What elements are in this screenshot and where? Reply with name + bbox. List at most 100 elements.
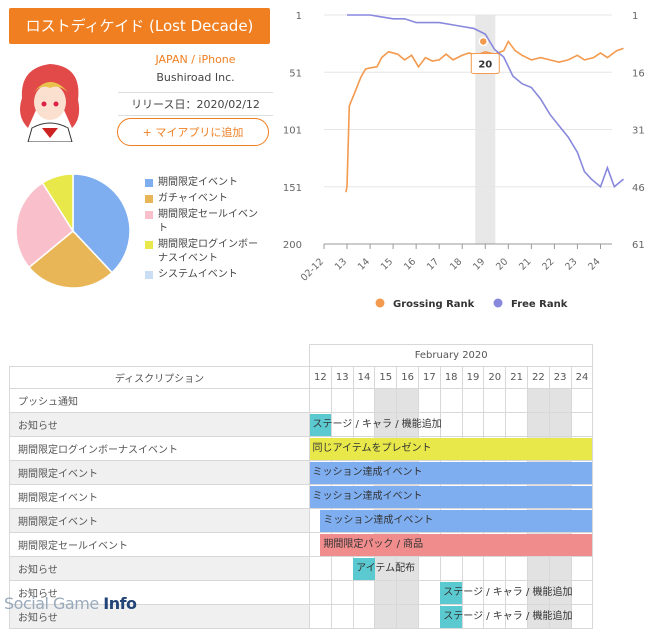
day-header: 20 (483, 366, 507, 389)
day-header: 23 (548, 366, 572, 389)
day-header: 24 (570, 366, 594, 389)
tooltip-box (470, 52, 500, 74)
publisher-label: Bushiroad Inc. (156, 71, 235, 84)
day-cell (548, 556, 572, 581)
x-tick-label: 19 (471, 256, 487, 272)
right-tick-label: 1 (632, 11, 638, 22)
day-cell (526, 604, 550, 629)
watermark: Social Game Info (4, 594, 137, 613)
platform-label[interactable]: JAPAN / iPhone (155, 53, 236, 66)
event-bar[interactable]: ミッション達成イベント (320, 509, 592, 532)
event-bar[interactable]: ステージ / キャラ / 機能追加 (440, 581, 573, 604)
schedule-row: プッシュ通知 (9, 388, 594, 413)
description-header: ディスクリプション (9, 366, 310, 389)
day-cell (417, 604, 441, 629)
day-cell (483, 388, 507, 413)
app-title-banner[interactable]: ロストディケイド (Lost Decade) (9, 8, 270, 44)
day-cell (483, 556, 507, 581)
day-cell (483, 412, 507, 437)
day-cell (570, 580, 594, 605)
event-bar[interactable]: 同じアイテムをプレゼント (309, 437, 592, 460)
event-bar[interactable]: アイテム配布 (353, 557, 415, 580)
day-cell (330, 388, 354, 413)
series-line-free-rank[interactable] (347, 14, 625, 189)
day-cell (417, 580, 441, 605)
pie-slice[interactable] (72, 173, 131, 274)
pie-legend-item[interactable]: 期間限定イベント (145, 176, 265, 190)
day-cell (461, 388, 485, 413)
row-description: 期間限定ログインボーナスイベント (9, 436, 310, 461)
row-description: お知らせ (9, 556, 310, 581)
day-header: 21 (505, 366, 528, 389)
schedule-row: お知らせ (9, 556, 594, 581)
pie-slice[interactable] (15, 181, 74, 269)
chart-legend-marker[interactable] (375, 298, 385, 308)
event-bar[interactable]: ミッション達成イベント (309, 485, 592, 508)
day-header: 12 (309, 366, 332, 389)
day-cell (374, 388, 398, 413)
legend-swatch (145, 211, 153, 219)
x-tick-label: 20 (494, 256, 510, 272)
day-cell (483, 580, 507, 605)
day-header: 22 (526, 366, 550, 389)
day-cell (570, 388, 594, 413)
app-icon-avatar (12, 58, 88, 142)
row-description: プッシュ通知 (9, 388, 310, 413)
day-cell (505, 556, 528, 581)
x-tick-label: 13 (333, 256, 349, 272)
event-bar[interactable]: ミッション達成イベント (309, 461, 592, 484)
event-bar[interactable]: 期間限定パック / 商品 (320, 533, 592, 556)
day-header: 19 (461, 366, 485, 389)
pie-legend-item[interactable]: ガチャイベント (145, 192, 265, 206)
day-cell (548, 388, 572, 413)
event-bar[interactable]: ステージ / キャラ / 機能追加 (309, 413, 442, 436)
x-tick-label: 02-12 (299, 256, 326, 283)
day-cell (461, 556, 485, 581)
pie-legend-item[interactable]: システムイベント (145, 268, 265, 282)
day-cell (417, 388, 441, 413)
pie-slice[interactable] (41, 173, 74, 234)
row-description: お知らせ (9, 580, 310, 605)
x-tick-label: 21 (517, 256, 533, 272)
day-cell (461, 580, 485, 605)
add-to-my-apps-button[interactable]: + マイアプリに追加 (117, 118, 269, 146)
day-header: 13 (330, 366, 354, 389)
day-cell (352, 388, 376, 413)
left-tick-label: 1 (296, 11, 302, 22)
release-date: リリース日：2020/02/12 (118, 92, 273, 116)
day-cell (439, 388, 463, 413)
chart-legend-label[interactable]: Grossing Rank (393, 299, 475, 310)
day-cell (483, 604, 507, 629)
day-cell (439, 556, 463, 581)
row-description: 期間限定イベント (9, 508, 310, 533)
pie-legend-item[interactable]: 期間限定ログインボーナスイベント (145, 238, 265, 266)
legend-label: 期間限定イベント (158, 177, 238, 188)
day-cell (417, 556, 441, 581)
watermark-prefix: Social Game (4, 594, 104, 613)
event-bar[interactable]: ステージ / キャラ / 機能追加 (440, 605, 573, 628)
left-tick-label: 151 (283, 183, 302, 194)
day-cell (461, 412, 485, 437)
day-cell (330, 412, 354, 437)
pie-slice[interactable] (28, 229, 114, 289)
chart-legend-label[interactable]: Free Rank (511, 299, 568, 310)
day-cell (309, 388, 332, 413)
day-cell (526, 388, 550, 413)
day-cell (330, 580, 354, 605)
pie-legend-item[interactable]: 期間限定セールイベント (145, 208, 265, 236)
legend-label: ガチャイベント (158, 193, 228, 204)
day-header: 16 (396, 366, 419, 389)
day-cell (352, 580, 376, 605)
day-cell (417, 412, 441, 437)
series-line-grossing-rank[interactable] (345, 39, 624, 193)
right-tick-label: 31 (632, 126, 645, 137)
day-cell (396, 556, 419, 581)
tooltip-marker[interactable] (478, 36, 489, 47)
pie-legend: 期間限定イベント ガチャイベント期間限定セールイベント 期間限定ログインボーナスイベ… (145, 176, 265, 284)
day-cell (526, 556, 550, 581)
x-tick-label: 16 (402, 256, 418, 272)
day-header: 15 (374, 366, 398, 389)
chart-legend-marker[interactable] (493, 298, 503, 308)
day-cell (461, 604, 485, 629)
